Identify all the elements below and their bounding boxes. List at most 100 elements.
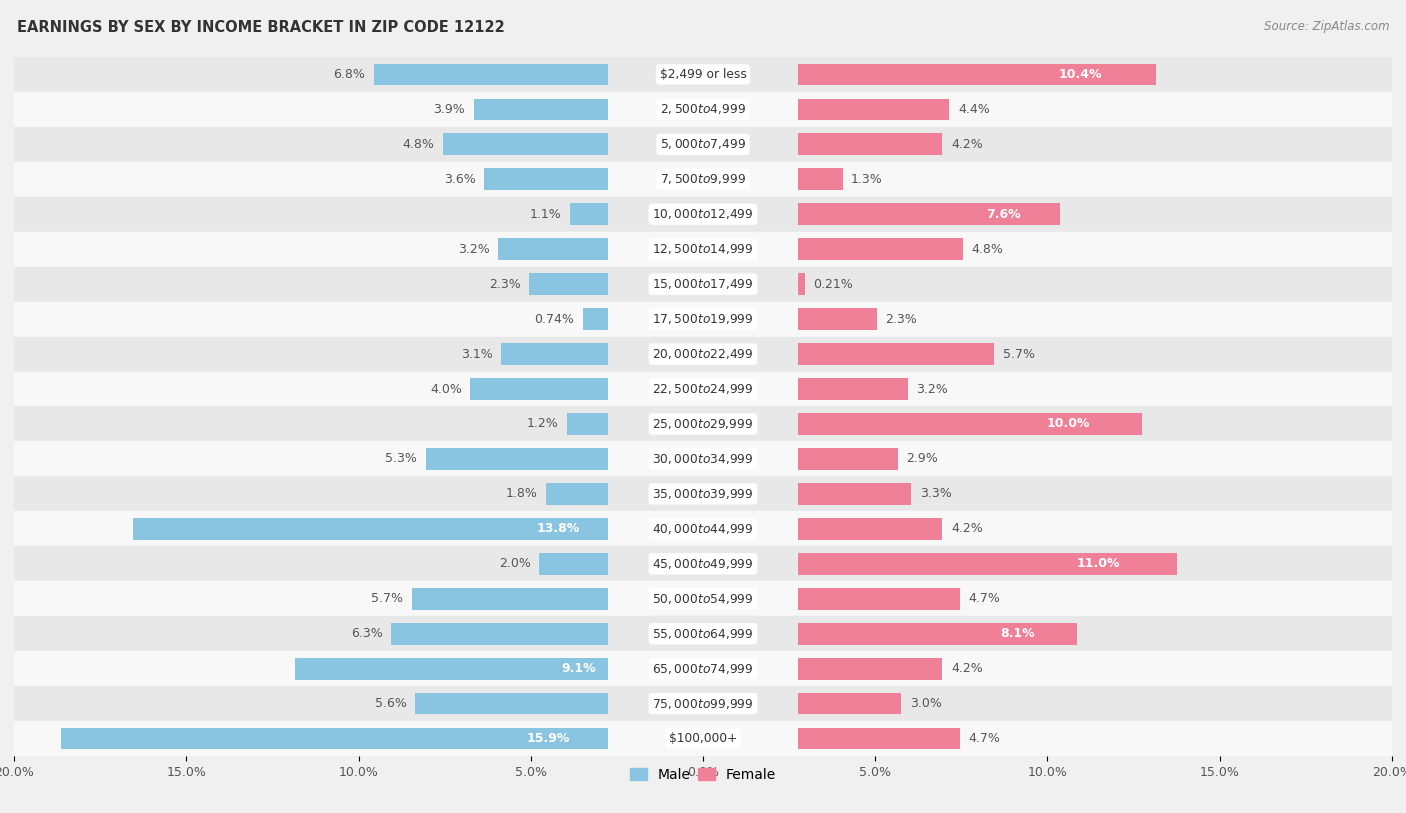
Text: 13.8%: 13.8% bbox=[537, 523, 581, 535]
Text: 2.9%: 2.9% bbox=[907, 453, 938, 465]
Text: 5.7%: 5.7% bbox=[1002, 348, 1035, 360]
Text: 8.1%: 8.1% bbox=[1000, 628, 1035, 640]
Text: 4.2%: 4.2% bbox=[950, 663, 983, 675]
Bar bbox=[14, 721, 1392, 756]
Text: 2.3%: 2.3% bbox=[489, 278, 520, 290]
Text: $2,499 or less: $2,499 or less bbox=[659, 68, 747, 80]
Text: 7.6%: 7.6% bbox=[986, 208, 1021, 220]
Bar bbox=[134, 518, 609, 540]
Text: 4.2%: 4.2% bbox=[950, 138, 983, 150]
Legend: Male, Female: Male, Female bbox=[624, 763, 782, 788]
Text: 3.9%: 3.9% bbox=[433, 103, 465, 115]
Bar bbox=[14, 511, 1392, 546]
Text: 9.1%: 9.1% bbox=[561, 663, 596, 675]
Bar bbox=[547, 483, 609, 505]
Text: 1.3%: 1.3% bbox=[851, 173, 883, 185]
Text: 3.1%: 3.1% bbox=[461, 348, 494, 360]
Bar bbox=[797, 168, 842, 190]
Text: $7,500 to $9,999: $7,500 to $9,999 bbox=[659, 172, 747, 186]
Bar bbox=[474, 98, 609, 120]
Text: $22,500 to $24,999: $22,500 to $24,999 bbox=[652, 382, 754, 396]
Text: $30,000 to $34,999: $30,000 to $34,999 bbox=[652, 452, 754, 466]
Text: 4.8%: 4.8% bbox=[402, 138, 434, 150]
Text: 11.0%: 11.0% bbox=[1077, 558, 1119, 570]
Text: 2.3%: 2.3% bbox=[886, 313, 917, 325]
Bar bbox=[415, 693, 609, 715]
Bar bbox=[14, 337, 1392, 372]
Bar bbox=[498, 238, 609, 260]
Text: 2.0%: 2.0% bbox=[499, 558, 531, 570]
Bar bbox=[502, 343, 609, 365]
Text: $20,000 to $22,499: $20,000 to $22,499 bbox=[652, 347, 754, 361]
Bar bbox=[582, 308, 609, 330]
Bar bbox=[443, 133, 609, 155]
Bar bbox=[797, 693, 901, 715]
Text: 3.6%: 3.6% bbox=[444, 173, 475, 185]
Bar bbox=[797, 658, 942, 680]
Bar bbox=[14, 162, 1392, 197]
Bar bbox=[797, 413, 1142, 435]
Bar bbox=[14, 57, 1392, 92]
Bar bbox=[14, 372, 1392, 406]
Bar bbox=[797, 378, 908, 400]
Text: $35,000 to $39,999: $35,000 to $39,999 bbox=[652, 487, 754, 501]
Bar bbox=[797, 623, 1077, 645]
Bar bbox=[797, 98, 949, 120]
Text: 3.2%: 3.2% bbox=[917, 383, 948, 395]
Text: 5.7%: 5.7% bbox=[371, 593, 404, 605]
Text: $2,500 to $4,999: $2,500 to $4,999 bbox=[659, 102, 747, 116]
Bar bbox=[797, 308, 877, 330]
Text: 0.74%: 0.74% bbox=[534, 313, 574, 325]
Bar bbox=[529, 273, 609, 295]
Bar bbox=[374, 63, 609, 85]
Text: $10,000 to $12,499: $10,000 to $12,499 bbox=[652, 207, 754, 221]
Bar bbox=[14, 441, 1392, 476]
Text: 10.0%: 10.0% bbox=[1047, 418, 1091, 430]
Bar bbox=[14, 616, 1392, 651]
Text: 4.4%: 4.4% bbox=[957, 103, 990, 115]
Text: $40,000 to $44,999: $40,000 to $44,999 bbox=[652, 522, 754, 536]
Bar bbox=[60, 728, 609, 750]
Text: $5,000 to $7,499: $5,000 to $7,499 bbox=[659, 137, 747, 151]
Text: 1.1%: 1.1% bbox=[530, 208, 562, 220]
Text: $12,500 to $14,999: $12,500 to $14,999 bbox=[652, 242, 754, 256]
Text: 0.21%: 0.21% bbox=[814, 278, 853, 290]
Text: Source: ZipAtlas.com: Source: ZipAtlas.com bbox=[1264, 20, 1389, 33]
Bar bbox=[797, 518, 942, 540]
Text: EARNINGS BY SEX BY INCOME BRACKET IN ZIP CODE 12122: EARNINGS BY SEX BY INCOME BRACKET IN ZIP… bbox=[17, 20, 505, 35]
Bar bbox=[471, 378, 609, 400]
Bar bbox=[14, 581, 1392, 616]
Bar bbox=[14, 267, 1392, 302]
Bar bbox=[797, 588, 960, 610]
Bar bbox=[14, 92, 1392, 127]
Bar bbox=[295, 658, 609, 680]
Bar bbox=[14, 197, 1392, 232]
Bar bbox=[14, 127, 1392, 162]
Text: 4.0%: 4.0% bbox=[430, 383, 461, 395]
Bar bbox=[14, 406, 1392, 441]
Bar bbox=[14, 476, 1392, 511]
Text: 4.7%: 4.7% bbox=[969, 593, 1000, 605]
Bar bbox=[797, 273, 806, 295]
Text: 3.3%: 3.3% bbox=[920, 488, 952, 500]
Text: 15.9%: 15.9% bbox=[526, 733, 569, 745]
Bar bbox=[412, 588, 609, 610]
Text: 4.7%: 4.7% bbox=[969, 733, 1000, 745]
Text: $15,000 to $17,499: $15,000 to $17,499 bbox=[652, 277, 754, 291]
Text: 4.2%: 4.2% bbox=[950, 523, 983, 535]
Text: 5.3%: 5.3% bbox=[385, 453, 418, 465]
Text: 3.0%: 3.0% bbox=[910, 698, 942, 710]
Bar bbox=[797, 238, 963, 260]
Text: 4.8%: 4.8% bbox=[972, 243, 1004, 255]
Bar bbox=[797, 133, 942, 155]
Text: $45,000 to $49,999: $45,000 to $49,999 bbox=[652, 557, 754, 571]
Bar bbox=[797, 483, 911, 505]
Bar bbox=[567, 413, 609, 435]
Text: 5.6%: 5.6% bbox=[375, 698, 406, 710]
Bar bbox=[391, 623, 609, 645]
Bar bbox=[797, 63, 1156, 85]
Bar bbox=[14, 232, 1392, 267]
Text: 1.2%: 1.2% bbox=[527, 418, 558, 430]
Bar bbox=[14, 302, 1392, 337]
Text: $100,000+: $100,000+ bbox=[669, 733, 737, 745]
